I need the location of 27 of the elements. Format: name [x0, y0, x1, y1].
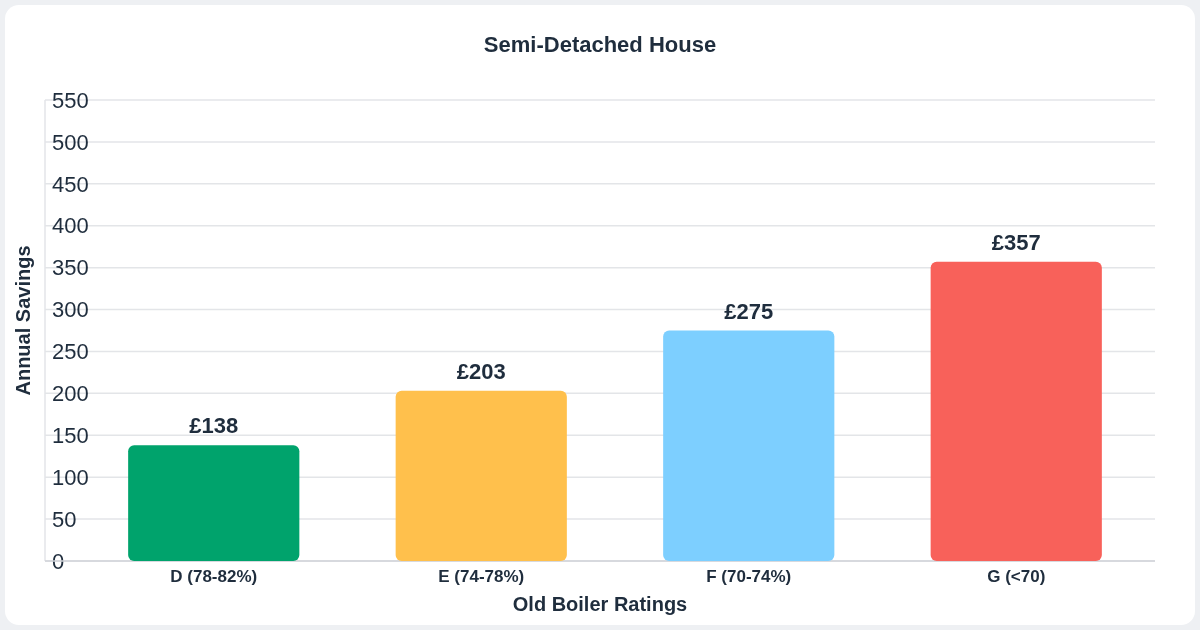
data-label: £357: [991, 229, 1041, 255]
y-tick-label: 400: [52, 213, 89, 239]
y-tick-label: 0: [52, 548, 65, 574]
x-tick-label: F (70-74%): [706, 567, 792, 586]
bar: [930, 261, 1102, 561]
bar: [128, 445, 300, 561]
chart-title: Semi-Detached House: [483, 32, 717, 57]
y-tick-label: 150: [52, 422, 89, 448]
bar: [395, 390, 567, 561]
x-tick-label: E (74-78%): [438, 567, 525, 586]
y-tick-label: 250: [52, 339, 89, 365]
y-tick-label: 300: [52, 297, 89, 323]
x-axis-title: Old Boiler Ratings: [512, 593, 688, 615]
y-tick-label: 100: [52, 464, 89, 490]
x-tick-label: G (<70): [987, 567, 1046, 586]
y-axis-title: Annual Savings: [12, 245, 34, 396]
y-tick-label: 350: [52, 255, 89, 281]
y-tick-label: 550: [52, 87, 89, 113]
y-tick-label: 450: [52, 171, 89, 197]
y-tick-label: 200: [52, 381, 89, 407]
x-tick-label: D (78-82%): [170, 567, 258, 586]
data-label: £138: [189, 413, 239, 439]
y-tick-label: 50: [52, 506, 77, 532]
data-label: £275: [724, 298, 774, 324]
data-label: £203: [456, 358, 506, 384]
bar: [663, 330, 835, 561]
y-tick-label: 500: [52, 129, 89, 155]
